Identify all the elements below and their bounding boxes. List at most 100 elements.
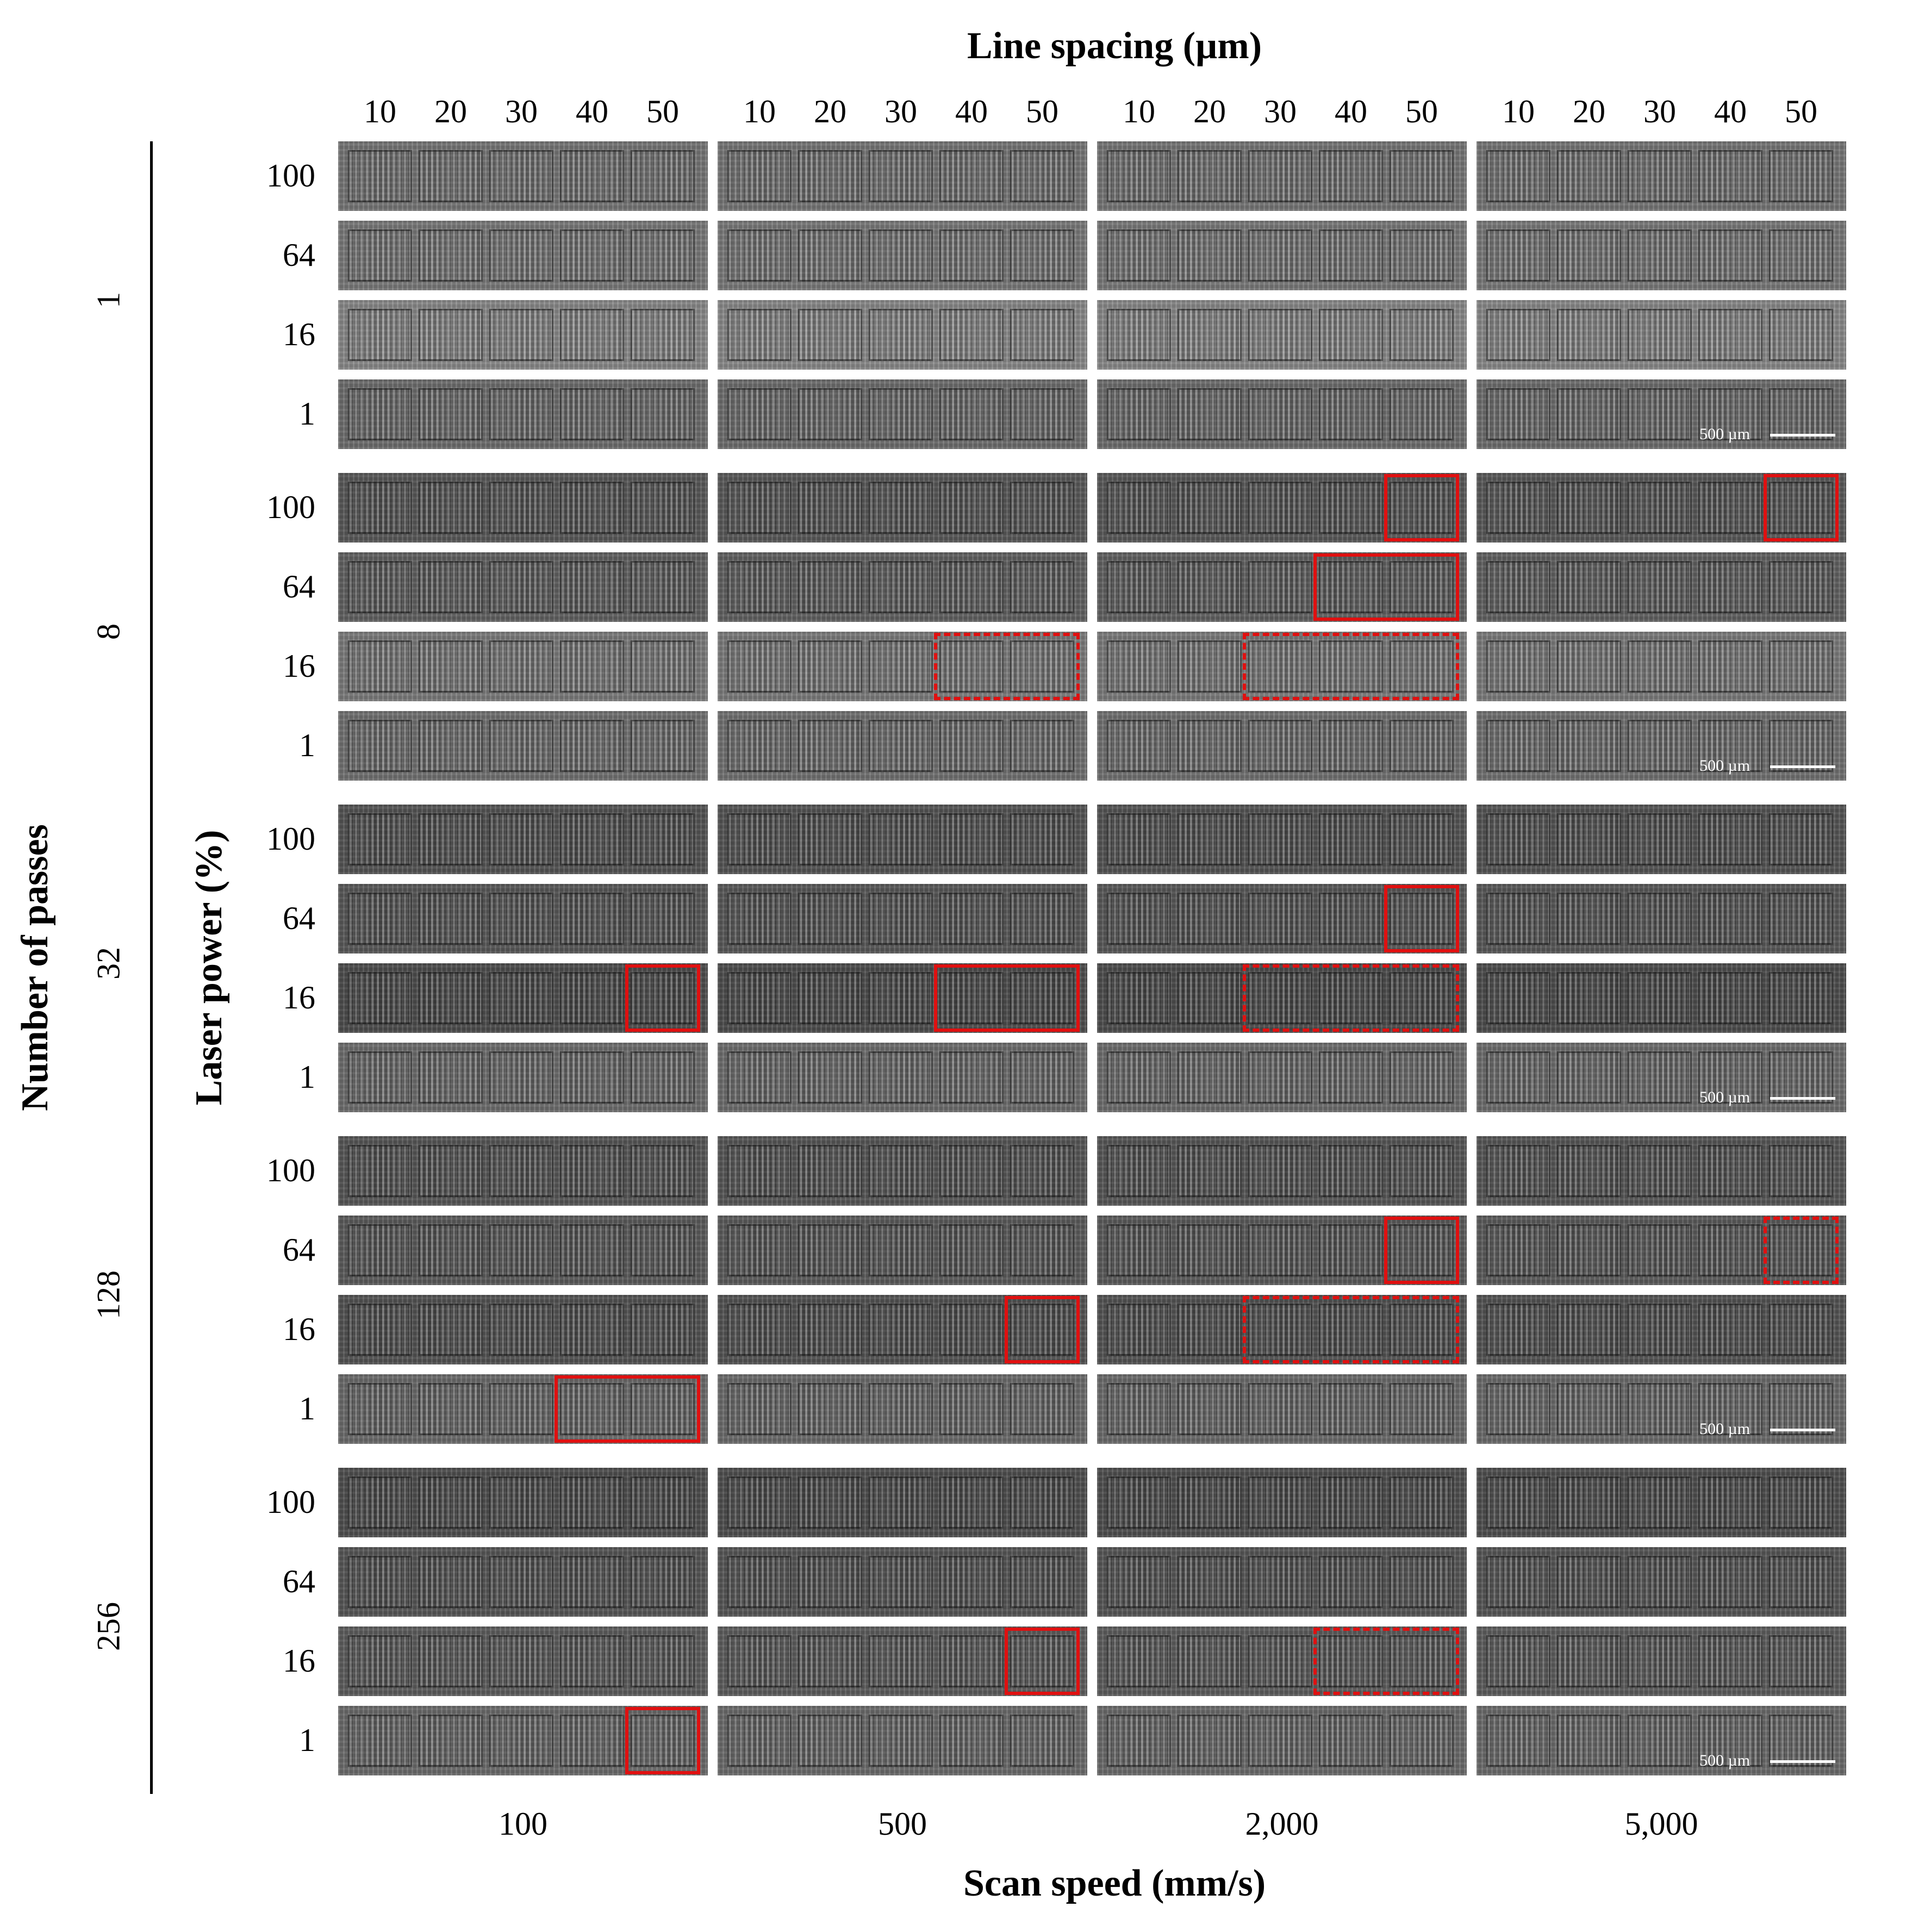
ablated-square	[939, 1476, 1004, 1529]
line-spacing-label: 10	[1123, 94, 1155, 129]
ablated-square	[1248, 309, 1312, 361]
sem-panel	[1477, 1468, 1846, 1537]
ablated-square	[1698, 1476, 1762, 1529]
line-spacing-title: Line spacing (µm)	[967, 25, 1262, 67]
sem-panel	[338, 1136, 708, 1206]
ablated-square	[1628, 1635, 1692, 1687]
ablated-square	[1486, 1224, 1550, 1276]
ablated-square	[1769, 1304, 1833, 1356]
laser-power-label: 64	[283, 900, 315, 936]
sem-panel	[1477, 1216, 1846, 1285]
ablated-square	[1319, 1145, 1383, 1197]
ablated-square	[1698, 482, 1762, 534]
ablated-square	[1248, 561, 1312, 613]
sem-panel	[338, 300, 708, 370]
ablated-square	[1769, 972, 1833, 1024]
ablated-square	[1107, 1304, 1171, 1356]
ablated-square	[727, 1556, 792, 1608]
ablated-square	[348, 1383, 412, 1435]
ablated-square	[1486, 1051, 1550, 1104]
ablated-square	[1557, 893, 1621, 945]
ablated-square	[1557, 1556, 1621, 1608]
sem-panel	[1477, 1374, 1846, 1444]
sem-panel	[718, 1706, 1087, 1775]
ablated-square	[560, 640, 624, 693]
sem-panel	[1097, 1216, 1467, 1285]
ablated-square	[939, 1145, 1004, 1197]
ablated-square	[489, 640, 553, 693]
ablated-square	[1178, 229, 1242, 282]
ablated-square	[348, 1051, 412, 1104]
sem-panel	[1097, 805, 1467, 874]
ablated-square	[1698, 1556, 1762, 1608]
ablated-square	[727, 720, 792, 772]
laser-power-label: 100	[266, 1484, 315, 1520]
line-spacing-label: 50	[646, 94, 679, 129]
sem-panel	[1477, 1136, 1846, 1206]
sem-panel	[718, 552, 1087, 622]
ablated-square	[560, 1051, 624, 1104]
ablated-square	[348, 1715, 412, 1767]
ablated-square	[869, 640, 933, 693]
sem-panel	[718, 711, 1087, 781]
sem-panel	[338, 963, 708, 1033]
ablated-square	[348, 1145, 412, 1197]
ablated-square	[727, 388, 792, 440]
ablated-square	[939, 640, 1004, 693]
ablated-square	[1557, 1051, 1621, 1104]
ablated-square	[489, 1715, 553, 1767]
ablated-square	[869, 1383, 933, 1435]
ablated-square	[1698, 893, 1762, 945]
ablated-square	[1319, 813, 1383, 865]
sem-panel	[1477, 1706, 1846, 1775]
ablated-square	[1010, 1304, 1074, 1356]
sem-panel	[338, 711, 708, 781]
dashed-highlight-box	[1764, 1217, 1839, 1284]
ablated-square	[1178, 1715, 1242, 1767]
ablated-square	[1107, 309, 1171, 361]
ablated-square	[1107, 482, 1171, 534]
ablated-square	[727, 229, 792, 282]
sem-panel	[1097, 1468, 1467, 1537]
laser-power-label: 64	[283, 237, 315, 273]
ablated-square	[1107, 1383, 1171, 1435]
ablated-square	[631, 1383, 695, 1435]
ablated-square	[631, 1304, 695, 1356]
sem-panel	[1097, 963, 1467, 1033]
ablated-square	[1178, 388, 1242, 440]
ablated-square	[1107, 893, 1171, 945]
ablated-square	[348, 229, 412, 282]
solid-highlight-box	[625, 964, 700, 1032]
sem-panel	[1477, 805, 1846, 874]
ablated-square	[869, 1635, 933, 1687]
ablated-square	[1769, 1145, 1833, 1197]
sem-panel	[338, 221, 708, 290]
ablated-square	[489, 1224, 553, 1276]
ablated-square	[489, 388, 553, 440]
ablated-square	[1390, 388, 1454, 440]
sem-panel	[1477, 1547, 1846, 1617]
ablated-square	[1698, 640, 1762, 693]
ablated-square	[631, 813, 695, 865]
ablated-square	[798, 229, 862, 282]
ablated-square	[869, 972, 933, 1024]
ablated-square	[419, 972, 483, 1024]
ablated-square	[348, 1476, 412, 1529]
ablated-square	[419, 150, 483, 202]
ablated-square	[348, 561, 412, 613]
solid-highlight-box	[1384, 1217, 1459, 1284]
ablated-square	[1107, 640, 1171, 693]
ablated-square	[727, 1635, 792, 1687]
line-spacing-label: 20	[434, 94, 467, 129]
ablated-square	[727, 1715, 792, 1767]
ablated-square	[1319, 640, 1383, 693]
dashed-highlight-box	[1243, 1296, 1459, 1363]
ablated-square	[1107, 561, 1171, 613]
ablated-square	[1486, 1304, 1550, 1356]
ablated-square	[489, 482, 553, 534]
ablated-square	[489, 150, 553, 202]
ablated-square	[1628, 972, 1692, 1024]
line-spacing-label: 30	[885, 94, 917, 129]
ablated-square	[419, 1715, 483, 1767]
ablated-square	[1628, 1383, 1692, 1435]
